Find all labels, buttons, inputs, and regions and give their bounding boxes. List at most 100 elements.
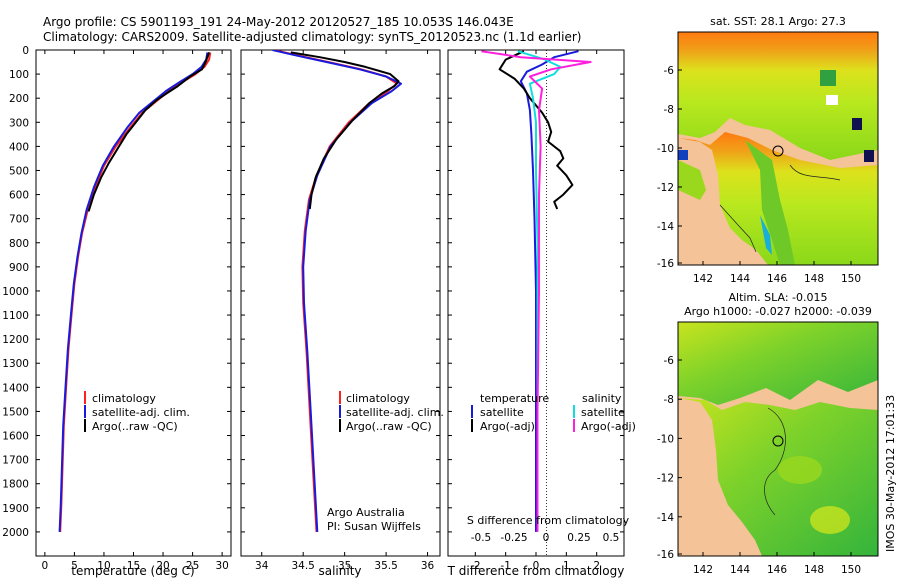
salinity-x-ticks: 34 34.5 35 35.5 36 (255, 50, 435, 572)
series-satellite-adj-clim- (58, 52, 209, 532)
series-argo-raw-qc- (290, 51, 400, 210)
temperature-x-label: temperature (deg C) (71, 564, 194, 578)
sst-map-ticks: -6 -8 -10 -12 -14 -16 142 144 146 148 150 (657, 65, 861, 285)
sst-missing-block (826, 95, 838, 105)
sla-high-patch (810, 506, 850, 534)
x-tick-label: 35 (338, 560, 351, 572)
depth-tick-label: 1800 (2, 479, 29, 491)
map-y-tick-label: -12 (657, 182, 674, 194)
depth-tick-label: 100 (9, 69, 29, 81)
map-y-tick-label: -16 (657, 258, 674, 270)
x-tick-label: 2 (593, 560, 600, 572)
depth-tick-label: 1300 (2, 358, 29, 370)
difference-legend: temperature salinity satellite Argo(-adj… (471, 392, 636, 433)
x-tick-label: 35.5 (374, 560, 397, 572)
series-s-satellite (517, 50, 562, 532)
sla-map: Altim. SLA: -0.015 Argo h1000: -0.027 h2… (657, 291, 879, 576)
sla-map-ticks: -6 -8 -10 -12 -14 -16 142 144 146 148 150 (657, 355, 861, 576)
depth-tick-label: 400 (9, 141, 29, 153)
sla-map-title-2: Argo h1000: -0.027 h2000: -0.039 (684, 305, 872, 318)
sst-patch (678, 160, 706, 200)
x-tick-label: 15 (127, 560, 140, 572)
x2-tick-label: 0 (543, 532, 550, 544)
legend-label-t-satellite: satellite (480, 406, 524, 419)
sst-map: sat. SST: 28.1 Argo: 27.3 -6-8-10-12-14-… (657, 15, 879, 285)
x2-tick-label: -0.25 (500, 532, 527, 544)
map-y-tick-label: -12 (657, 473, 674, 485)
x-tick-label: 5 (71, 560, 78, 572)
depth-tick-label: 500 (9, 165, 29, 177)
annotation-pi: PI: Susan Wijffels (327, 520, 421, 533)
sst-shelf (745, 140, 795, 265)
legend-label-satellite: satellite-adj. clim. (92, 406, 190, 419)
depth-tick-label: 600 (9, 190, 29, 202)
x2-tick-label: 0.25 (567, 532, 590, 544)
salinity-difference-ticks: -0.5 -0.25 0 0.25 0.5 (471, 532, 620, 544)
map-y-tick-label: -6 (664, 65, 675, 77)
salinity-panel: 34 34.5 35 35.5 36 climatology satellite-adj… (240, 49, 444, 578)
difference-x-label: T difference from climatology (447, 564, 625, 578)
sst-map-title: sat. SST: 28.1 Argo: 27.3 (710, 15, 846, 28)
argo-position-marker (772, 435, 784, 447)
salinity-frame (240, 49, 441, 557)
difference-series (481, 50, 592, 532)
x-tick-label: -1 (500, 560, 510, 572)
map-x-tick-label: 148 (804, 273, 824, 285)
sst-cool-strip (760, 215, 772, 255)
map-y-tick-label: -16 (657, 549, 674, 561)
sst-dark-block (852, 118, 862, 130)
difference-y-ticks (448, 49, 624, 533)
series-t-argo-adj- (498, 50, 574, 210)
temperature-panel: 0 5 10 15 20 25 30 climatology satellite-adj. … (35, 49, 232, 578)
map-x-tick-label: 144 (730, 273, 750, 285)
map-x-tick-label: 142 (693, 273, 713, 285)
map-x-tick-label: 146 (767, 564, 787, 576)
map-y-tick-label: -10 (657, 433, 674, 445)
map-y-tick-label: -10 (657, 143, 674, 155)
map-x-tick-label: 148 (804, 564, 824, 576)
depth-tick-label: 0 (22, 45, 29, 57)
x2-tick-label: -0.5 (471, 532, 492, 544)
x-tick-label: -2 (470, 560, 480, 572)
salinity-legend: climatology satellite-adj. clim. Argo(..… (339, 391, 444, 433)
x-tick-label: 0 (533, 560, 540, 572)
legend-label-climatology: climatology (346, 392, 410, 405)
legend-label-argo: Argo(..raw -QC) (92, 420, 178, 433)
map-x-tick-label: 144 (730, 564, 750, 576)
depth-axis-labels: 0 100 200 300 400 500 600 700 800 900 1000 1100 1200… (2, 45, 29, 539)
salinity-series (272, 50, 402, 532)
depth-tick-label: 900 (9, 262, 29, 274)
temperature-series (58, 52, 212, 532)
salinity-y-ticks (241, 49, 440, 533)
map-x-tick-label: 146 (767, 273, 787, 285)
depth-tick-label: 1000 (2, 286, 29, 298)
x-tick-label: 25 (186, 560, 199, 572)
map-x-tick-label: 142 (693, 564, 713, 576)
sla-northern-sea (678, 322, 878, 405)
x-tick-label: 10 (97, 560, 110, 572)
series-s-argo-adj- (481, 50, 592, 532)
legend-label-s-argo: Argo(-adj) (581, 420, 636, 433)
temperature-frame (35, 49, 232, 557)
map-y-tick-label: -14 (657, 221, 674, 233)
depth-tick-label: 800 (9, 238, 29, 250)
footer-stamp: IMOS 30-May-2012 17:01:33 (884, 395, 897, 552)
sst-blue-block (678, 150, 688, 160)
x-tick-label: 34 (255, 560, 269, 572)
sst-green-block (820, 70, 836, 86)
legend-label-argo: Argo(..raw -QC) (346, 420, 432, 433)
depth-tick-label: 1600 (2, 431, 29, 443)
x-tick-label: 36 (421, 560, 435, 572)
series-satellite-adj-clim- (272, 50, 402, 532)
difference-x2-label: S difference from climatology (467, 514, 630, 527)
depth-tick-label: 1400 (2, 382, 29, 394)
map-x-tick-label: 150 (841, 273, 861, 285)
legend-title-temperature: temperature (480, 392, 549, 405)
salinity-x-label: salinity (318, 564, 361, 578)
difference-panel: -2 -1 0 1 2 temperature salinity satellite A… (447, 49, 636, 578)
depth-tick-label: 1100 (2, 310, 29, 322)
x2-tick-label: 0.5 (603, 532, 620, 544)
header-line-1: Argo profile: CS 5901193_191 24-May-2012… (43, 15, 514, 29)
header-line-2: Climatology: CARS2009. Satellite-adjuste… (43, 30, 581, 44)
